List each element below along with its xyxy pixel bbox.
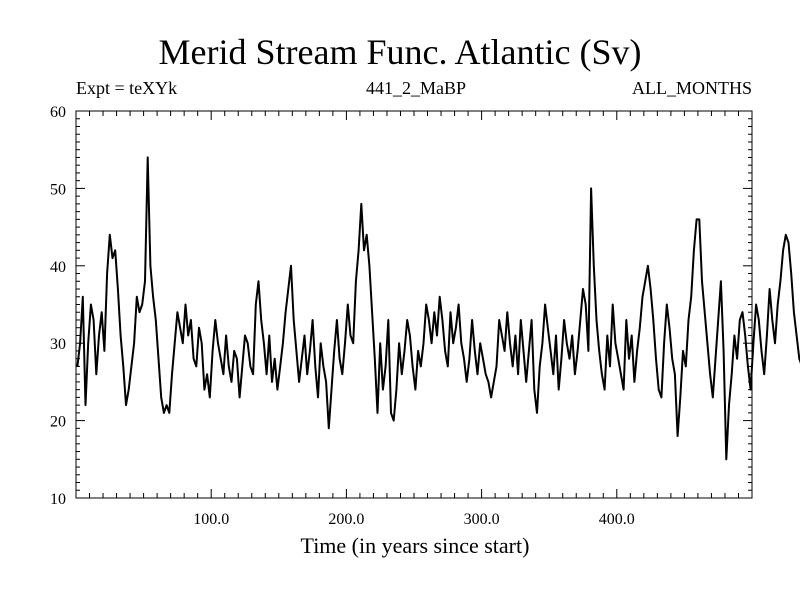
y-tick-label: 10 bbox=[50, 491, 66, 508]
y-tick-label: 30 bbox=[50, 336, 66, 353]
y-tick-label: 50 bbox=[50, 181, 66, 198]
x-axis-label: Time (in years since start) bbox=[300, 533, 530, 558]
plot-frame bbox=[75, 110, 753, 499]
x-tick-label: 200.0 bbox=[328, 511, 364, 528]
experiment-id-label: 441_2_MaBP bbox=[365, 78, 466, 98]
series-line bbox=[76, 156, 800, 461]
ticks-layer bbox=[76, 111, 752, 498]
x-tick-label: 300.0 bbox=[464, 511, 500, 528]
x-tick-label: 100.0 bbox=[193, 511, 229, 528]
experiment-label: Expt = teXYk bbox=[76, 78, 178, 98]
y-tick-label: 20 bbox=[50, 414, 66, 431]
tick-labels-layer: 100.0 200.0 300.0 400.0 10 20 30 40 50 60 bbox=[50, 104, 635, 528]
y-tick-label: 60 bbox=[50, 104, 66, 121]
months-label: ALL_MONTHS bbox=[632, 78, 752, 98]
x-tick-label: 400.0 bbox=[599, 511, 635, 528]
chart-title: Merid Stream Func. Atlantic (Sv) bbox=[158, 32, 642, 72]
series-layer bbox=[76, 156, 800, 461]
y-tick-label: 40 bbox=[50, 259, 66, 276]
